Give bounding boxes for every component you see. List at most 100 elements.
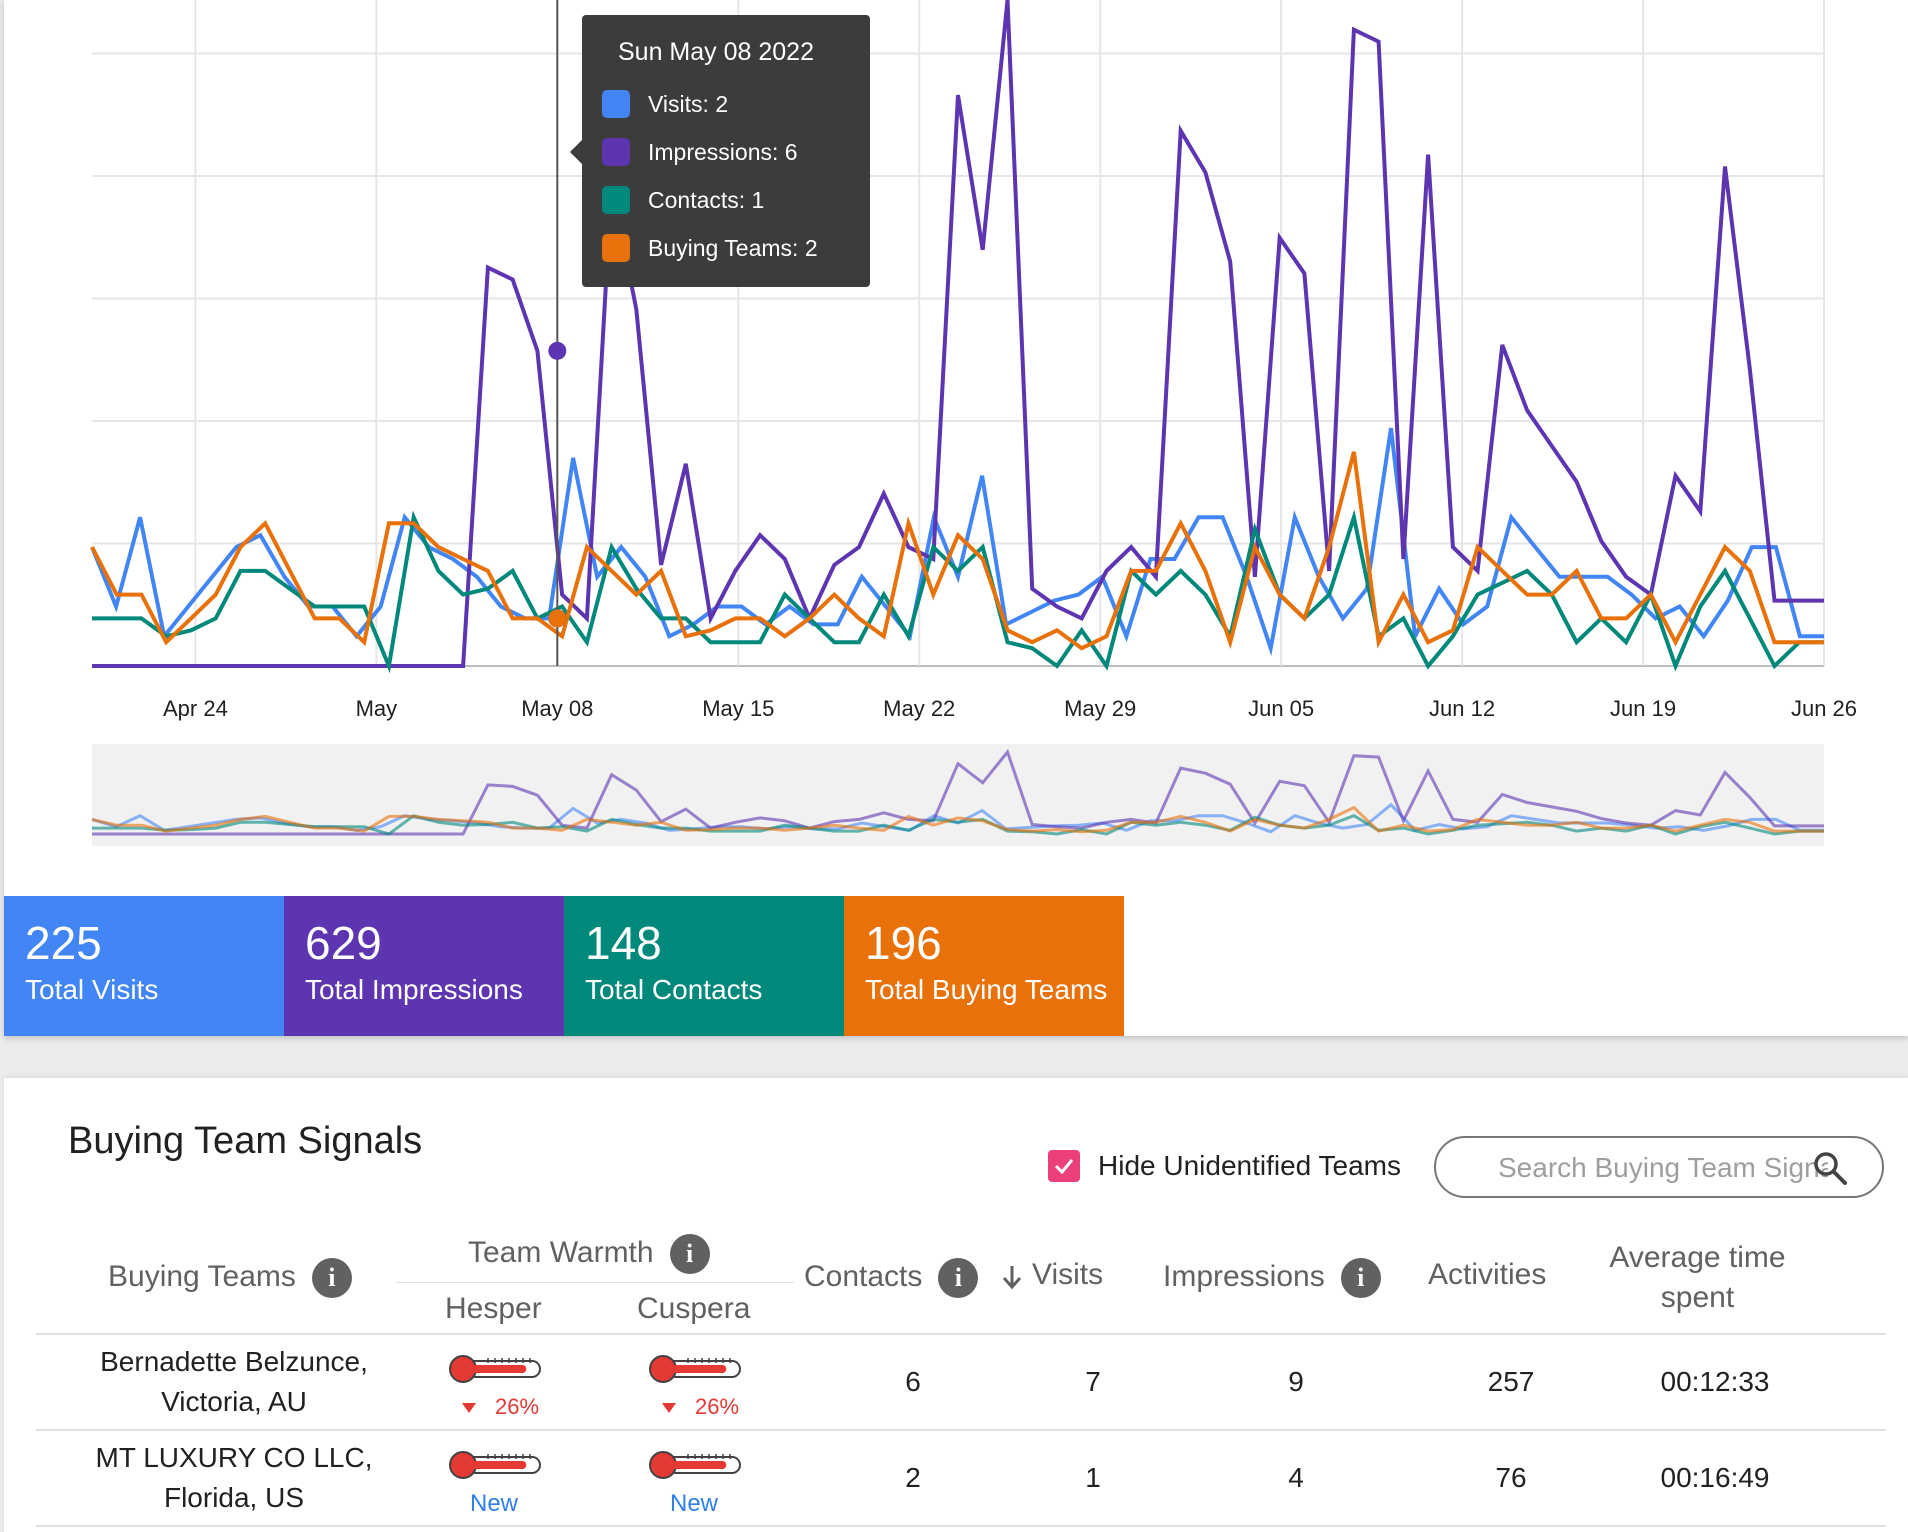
warmth-value: 26%	[495, 1394, 540, 1419]
search-input[interactable]	[1496, 1150, 1830, 1186]
x-tick-label: May 15	[702, 696, 774, 721]
x-tick-label: Apr 24	[163, 696, 228, 721]
hesper-warmth: 26%	[440, 1394, 560, 1420]
x-tick-label: Jun 12	[1429, 696, 1495, 721]
thermo-fill	[663, 1365, 727, 1373]
navigator-line	[91, 805, 1824, 834]
stat-label: Total Impressions	[305, 974, 523, 1005]
stat-tiles: 225 Total Visits 629 Total Impressions 1…	[4, 896, 1124, 1036]
tooltip-pointer	[570, 140, 582, 164]
x-tick-label: Jun 05	[1248, 696, 1314, 721]
row-divider	[36, 1333, 1886, 1335]
thermo-fill	[663, 1461, 727, 1469]
tooltip-date: Sun May 08 2022	[618, 38, 814, 66]
column-header-team-warmth: Team Warmth i	[468, 1234, 710, 1274]
column-label: Visits	[1032, 1258, 1104, 1291]
visits-value: 7	[1085, 1366, 1101, 1397]
tooltip-item: Impressions: 6	[648, 139, 798, 165]
hover-marker	[548, 609, 567, 628]
hide-unidentified-filter[interactable]: Hide Unidentified Teams	[1048, 1150, 1401, 1182]
thermometer-icon	[649, 1355, 741, 1383]
search-icon[interactable]	[1812, 1150, 1848, 1186]
row-divider	[36, 1525, 1886, 1527]
stat-value: 225	[25, 917, 102, 969]
hover-marker	[548, 341, 567, 360]
impressions-value: 4	[1288, 1462, 1304, 1493]
visits-value: 1	[1085, 1462, 1101, 1493]
x-tick-label: May 29	[1064, 696, 1136, 721]
column-header-cuspera[interactable]: Cuspera	[637, 1292, 751, 1325]
stat-value: 629	[305, 917, 382, 969]
warmth-value: 26%	[695, 1394, 740, 1419]
impressions-value: 9	[1288, 1366, 1304, 1397]
stat-total-buying-teams[interactable]: 196 Total Buying Teams	[844, 896, 1124, 1036]
stat-label: Total Buying Teams	[865, 974, 1108, 1005]
column-label: Impressions	[1163, 1259, 1325, 1293]
stat-label: Total Contacts	[585, 974, 763, 1005]
x-tick-label: May 22	[883, 696, 955, 721]
column-header-average-time-spent[interactable]: Average time spent	[1609, 1241, 1786, 1314]
section-title: Buying Team Signals	[68, 1120, 423, 1162]
column-label: Buying Teams	[108, 1259, 296, 1293]
column-header-activities[interactable]: Activities	[1428, 1258, 1547, 1291]
check-icon	[1054, 1159, 1074, 1175]
stat-total-impressions[interactable]: 629 Total Impressions	[284, 896, 564, 1036]
column-header-buying-teams[interactable]: Buying Teams i	[108, 1258, 352, 1298]
team-name[interactable]: MT LUXURY CO LLC, Florida, US	[95, 1442, 373, 1513]
column-label: Team Warmth	[468, 1235, 654, 1269]
column-header-impressions[interactable]: Impressions i	[1163, 1258, 1381, 1298]
column-header-visits[interactable]: Visits	[1000, 1258, 1103, 1292]
tooltip-swatch	[602, 186, 630, 214]
thermometer-icon	[449, 1355, 541, 1383]
info-icon[interactable]: i	[311, 1258, 352, 1298]
series-line-buying-teams[interactable]	[90, 451, 1824, 651]
series-line-impressions[interactable]	[92, 0, 1824, 668]
sort-descending-icon[interactable]	[1000, 1261, 1024, 1291]
range-navigator[interactable]	[91, 744, 1824, 846]
column-header-contacts[interactable]: Contacts i	[804, 1258, 979, 1298]
info-icon[interactable]: i	[938, 1258, 979, 1298]
series-line-contacts[interactable]	[92, 509, 1824, 674]
tooltip-item: Buying Teams: 2	[648, 235, 818, 261]
series-line-visits[interactable]	[90, 427, 1824, 657]
navigator-line	[92, 814, 1824, 836]
column-label: Contacts	[804, 1259, 923, 1293]
stat-total-contacts[interactable]: 148 Total Contacts	[564, 896, 844, 1036]
hesper-warmth: New	[469, 1490, 518, 1517]
trend-down-icon	[661, 1403, 676, 1413]
x-tick-label: Jun 26	[1791, 696, 1857, 721]
activities-value: 76	[1495, 1462, 1527, 1493]
chart-tooltip	[582, 15, 870, 287]
header-group-divider	[396, 1282, 794, 1283]
tooltip-swatch	[602, 234, 630, 262]
x-tick-label: May 08	[521, 696, 593, 721]
thermometer-icon	[649, 1451, 741, 1479]
stat-value: 196	[865, 917, 942, 969]
info-icon[interactable]: i	[1340, 1258, 1381, 1298]
stat-label: Total Visits	[25, 974, 159, 1005]
row-divider	[36, 1429, 1886, 1431]
search-box[interactable]	[1434, 1136, 1884, 1198]
thermo-fill	[463, 1365, 527, 1373]
team-name[interactable]: Bernadette Belzunce, Victoria, AU	[100, 1346, 368, 1417]
column-header-hesper[interactable]: Hesper	[445, 1292, 542, 1325]
info-icon[interactable]: i	[669, 1234, 710, 1274]
cuspera-warmth: New	[669, 1490, 718, 1517]
thermo-fill	[463, 1461, 527, 1469]
hide-unidentified-label: Hide Unidentified Teams	[1098, 1150, 1401, 1181]
average-time-value: 00:12:33	[1660, 1366, 1770, 1397]
tooltip-item: Contacts: 1	[648, 187, 764, 213]
cuspera-warmth: 26%	[640, 1394, 760, 1420]
hide-unidentified-checkbox[interactable]	[1048, 1150, 1080, 1182]
tooltip-swatch	[602, 90, 630, 118]
tooltip-item: Visits: 2	[648, 91, 728, 117]
activities-value: 257	[1487, 1366, 1535, 1397]
contacts-value: 2	[905, 1462, 921, 1493]
trend-down-icon	[461, 1403, 476, 1413]
stat-total-visits[interactable]: 225 Total Visits	[4, 896, 284, 1036]
tooltip-swatch	[602, 138, 630, 166]
contacts-value: 6	[905, 1366, 921, 1397]
engagement-chart[interactable]: Apr 24 May May 08 May 15 May 22 May 29 Jun 05 J…	[0, 0, 1908, 860]
x-tick-label: Jun 19	[1610, 696, 1676, 721]
average-time-value: 00:16:49	[1660, 1462, 1770, 1493]
